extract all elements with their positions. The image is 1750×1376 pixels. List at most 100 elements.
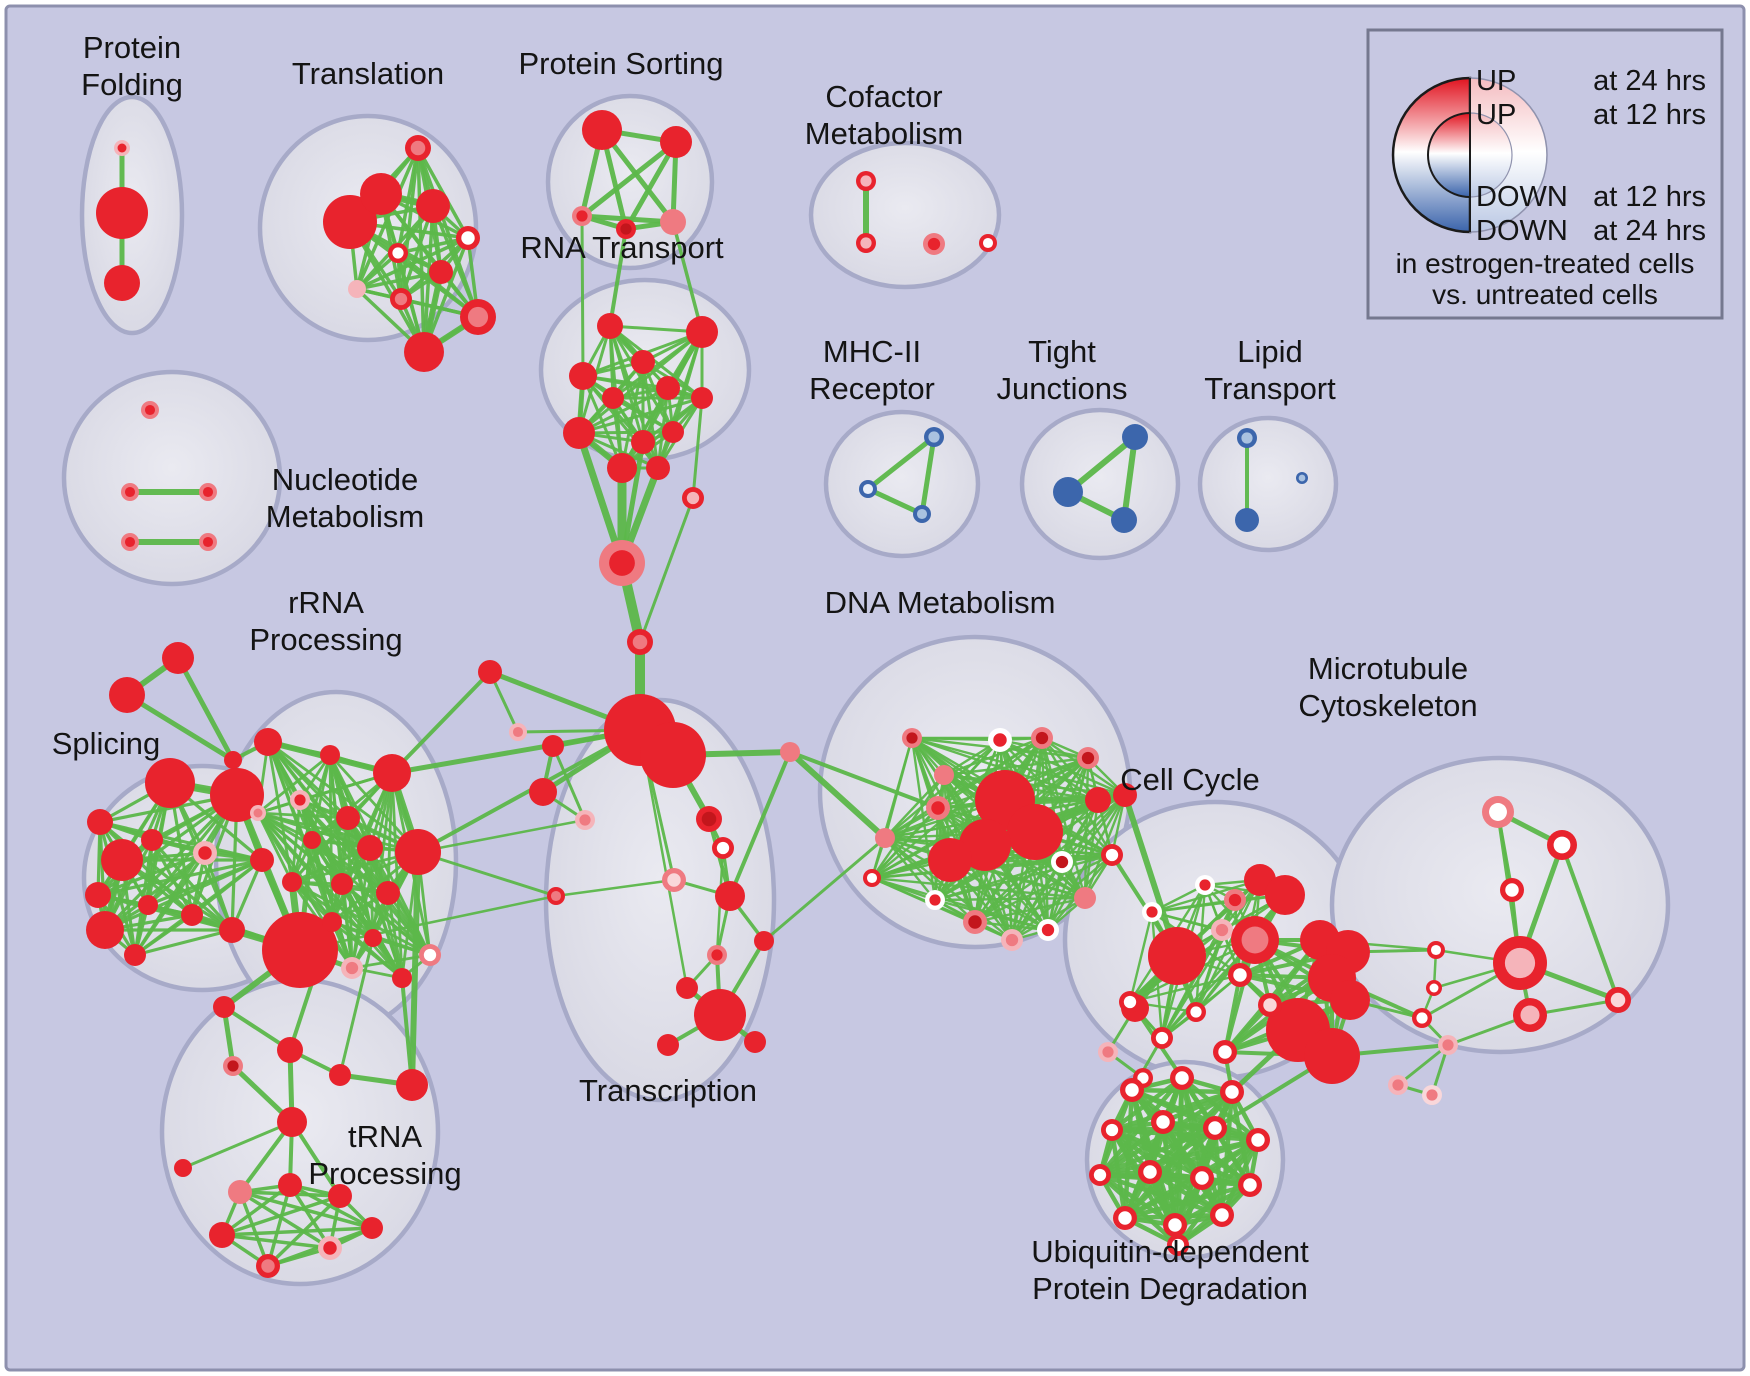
network-node-center <box>461 231 475 245</box>
network-edge <box>355 270 443 291</box>
network-node-center <box>202 536 214 548</box>
network-edge <box>883 836 977 924</box>
network-node <box>1122 424 1148 450</box>
network-node-center <box>1392 1079 1404 1091</box>
network-node <box>1113 783 1137 807</box>
network-edge <box>620 360 645 470</box>
network-node-center <box>294 794 306 806</box>
network-edge <box>728 750 792 898</box>
network-node-center <box>866 872 878 884</box>
network-node <box>928 838 972 882</box>
network-node-center <box>1055 855 1069 869</box>
network-node <box>875 828 895 848</box>
network-node-center <box>1118 1211 1132 1225</box>
network-node <box>640 722 706 788</box>
network-edge <box>638 496 695 644</box>
network-node <box>429 260 453 284</box>
cluster-label-cell-cycle: Cell Cycle <box>1120 762 1260 797</box>
network-node <box>213 996 235 1018</box>
network-edge <box>554 878 676 898</box>
network-edge <box>386 891 432 957</box>
network-edge <box>933 853 1114 902</box>
network-edge <box>386 771 394 895</box>
network-node-center <box>906 732 918 744</box>
network-node <box>320 745 340 765</box>
network-node-center <box>1215 1208 1229 1222</box>
network-node-center <box>1416 1012 1428 1024</box>
network-edge <box>1150 878 1262 914</box>
cluster-label-mhc-ii-receptor: Receptor <box>809 371 935 406</box>
network-node-center <box>1251 1133 1265 1147</box>
network-edge <box>290 846 372 884</box>
network-node-center <box>423 948 437 962</box>
network-node <box>322 912 342 932</box>
network-edge <box>124 692 236 763</box>
legend-dir-down-24: DOWN <box>1476 215 1568 247</box>
cluster-label-ubiquitin-degradation: Protein Degradation <box>1032 1271 1308 1306</box>
network-node-center <box>345 961 359 975</box>
network-node <box>1053 477 1083 507</box>
network-edge <box>133 928 234 957</box>
network-node <box>361 1217 383 1239</box>
network-edge <box>175 655 236 763</box>
legend-time-up-24: at 24 hrs <box>1593 65 1706 97</box>
network-node <box>646 456 670 480</box>
network-edge <box>865 434 937 492</box>
network-edge <box>416 728 642 854</box>
network-edge <box>181 1120 294 1170</box>
network-edge <box>409 849 421 1088</box>
network-node <box>1007 804 1063 860</box>
network-node-center <box>711 949 723 961</box>
network-edge <box>919 434 937 517</box>
network-edge <box>973 853 1114 924</box>
network-node <box>597 313 623 339</box>
network-node-center <box>1199 879 1211 891</box>
network-node <box>395 829 441 875</box>
network-node-center <box>860 175 872 187</box>
cluster-label-ubiquitin-degradation: Ubiquitin-dependent <box>1031 1234 1309 1269</box>
network-node <box>96 187 148 239</box>
network-node <box>416 189 450 223</box>
network-node-center <box>202 486 214 498</box>
cluster-label-protein-folding: Folding <box>81 67 183 102</box>
cluster-label-lipid-transport: Lipid <box>1237 334 1303 369</box>
network-edge <box>1160 928 1224 1040</box>
network-edge <box>1109 1075 1185 1133</box>
network-edge <box>338 936 375 1077</box>
cluster-label-trna-processing: tRNA <box>348 1119 422 1154</box>
network-node-center <box>144 404 156 416</box>
network-edge <box>1083 793 1127 900</box>
network-node-center <box>1426 1089 1438 1101</box>
network-node <box>209 1222 235 1248</box>
legend-footer-line1: in estrogen-treated cells <box>1396 248 1695 279</box>
network-edge <box>1128 910 1154 1004</box>
network-node <box>754 931 774 951</box>
network-node <box>1074 887 1096 909</box>
network-node-center <box>410 140 426 156</box>
network-node <box>364 929 382 947</box>
network-edge <box>310 838 390 895</box>
network-node-center <box>931 801 945 815</box>
network-node <box>162 642 194 674</box>
network-node-center <box>1208 1121 1222 1135</box>
network-node <box>607 453 637 483</box>
network-edge <box>1396 1043 1450 1087</box>
network-node <box>86 911 124 949</box>
network-node-center <box>968 915 982 929</box>
network-edge <box>1010 896 1087 942</box>
network-node-center <box>1171 1238 1185 1252</box>
network-node <box>357 835 383 861</box>
network-node <box>87 809 113 835</box>
network-node <box>686 316 718 348</box>
network-edge <box>222 1005 292 1052</box>
network-edge <box>1122 1182 1253 1221</box>
network-node <box>104 265 140 301</box>
network-node-center <box>1175 1071 1189 1085</box>
network-edge <box>942 736 1044 777</box>
network-edge <box>1097 1125 1218 1178</box>
network-node <box>582 110 622 150</box>
cluster-label-rrna-processing: Processing <box>249 622 402 657</box>
network-node-center <box>620 223 632 235</box>
network-node <box>376 881 400 905</box>
